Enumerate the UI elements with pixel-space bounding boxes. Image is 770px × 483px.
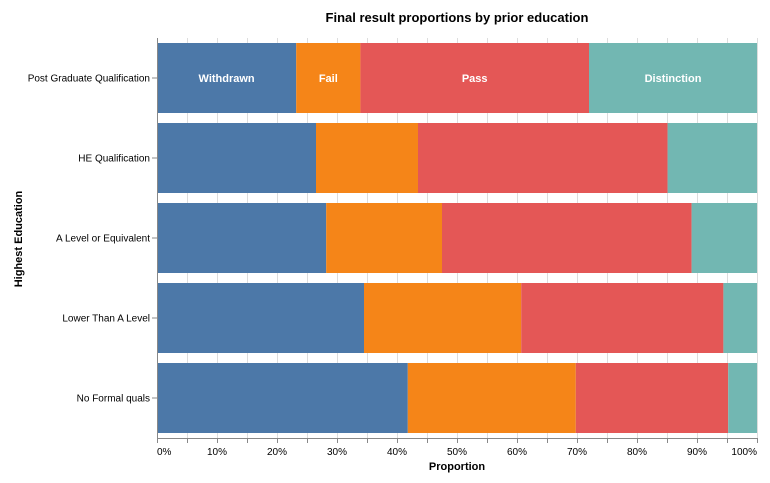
- bar-lower-than-a-level-distinction: [723, 283, 757, 353]
- y-tick-label-post-graduate-qualification: Post Graduate Qualification: [28, 74, 150, 85]
- y-tick-label-lower-than-a-level: Lower Than A Level: [62, 314, 150, 325]
- bar-a-level-or-equivalent-withdrawn: [157, 203, 327, 273]
- chart-title: Final result proportions by prior educat…: [326, 10, 589, 25]
- bar-no-formal-quals-distinction: [728, 363, 757, 433]
- segment-label-fail: Fail: [319, 73, 338, 85]
- x-tick-label-0: 0%: [157, 447, 172, 458]
- bar-no-formal-quals-fail: [407, 363, 576, 433]
- bar-he-qualification-pass: [418, 123, 668, 193]
- x-tick-label-1: 10%: [207, 447, 227, 458]
- y-tick-label-he-qualification: HE Qualification: [78, 154, 150, 165]
- x-tick-label-5: 50%: [447, 447, 467, 458]
- bars: [157, 43, 757, 433]
- bar-he-qualification-distinction: [667, 123, 757, 193]
- x-axis: 0% 10% 20% 30% 40% 50% 60% 70% 80% 90% 100%: [157, 438, 758, 458]
- y-axis: Post Graduate Qualification HE Qualificat…: [28, 38, 158, 438]
- x-tick-label-2: 20%: [267, 447, 287, 458]
- y-tick-label-a-level-or-equivalent: A Level or Equivalent: [56, 234, 150, 245]
- bar-a-level-or-equivalent-pass: [442, 203, 692, 273]
- bar-post-graduate-qualification-fail: [296, 43, 361, 113]
- x-axis-title: Proportion: [429, 461, 485, 473]
- x-tick-label-3: 30%: [327, 447, 347, 458]
- bar-he-qualification-withdrawn: [157, 123, 316, 193]
- bar-post-graduate-qualification-withdrawn: [157, 43, 297, 113]
- bar-lower-than-a-level-fail: [364, 283, 522, 353]
- bar-a-level-or-equivalent-distinction: [691, 203, 757, 273]
- segment-label-pass: Pass: [462, 73, 488, 85]
- bar-he-qualification-fail: [316, 123, 418, 193]
- x-tick-label-6: 60%: [507, 447, 527, 458]
- bar-post-graduate-qualification-pass: [360, 43, 589, 113]
- x-tick-label-8: 80%: [627, 447, 647, 458]
- segment-label-withdrawn: Withdrawn: [199, 73, 255, 85]
- bar-no-formal-quals-pass: [575, 363, 729, 433]
- bar-lower-than-a-level-withdrawn: [157, 283, 364, 353]
- x-tick-label-7: 70%: [567, 447, 587, 458]
- bar-no-formal-quals-withdrawn: [157, 363, 408, 433]
- bar-a-level-or-equivalent-fail: [326, 203, 442, 273]
- x-tick-label-9: 90%: [687, 447, 707, 458]
- y-tick-label-no-formal-quals: No Formal quals: [77, 394, 150, 405]
- x-tick-label-4: 40%: [387, 447, 407, 458]
- segment-label-distinction: Distinction: [645, 73, 702, 85]
- x-tick-label-10: 100%: [731, 447, 757, 458]
- bar-lower-than-a-level-pass: [521, 283, 724, 353]
- segment-labels: Withdrawn Fail Pass Distinction: [199, 73, 702, 85]
- bar-post-graduate-qualification-distinction: [589, 43, 757, 113]
- y-axis-title: Highest Education: [13, 190, 25, 287]
